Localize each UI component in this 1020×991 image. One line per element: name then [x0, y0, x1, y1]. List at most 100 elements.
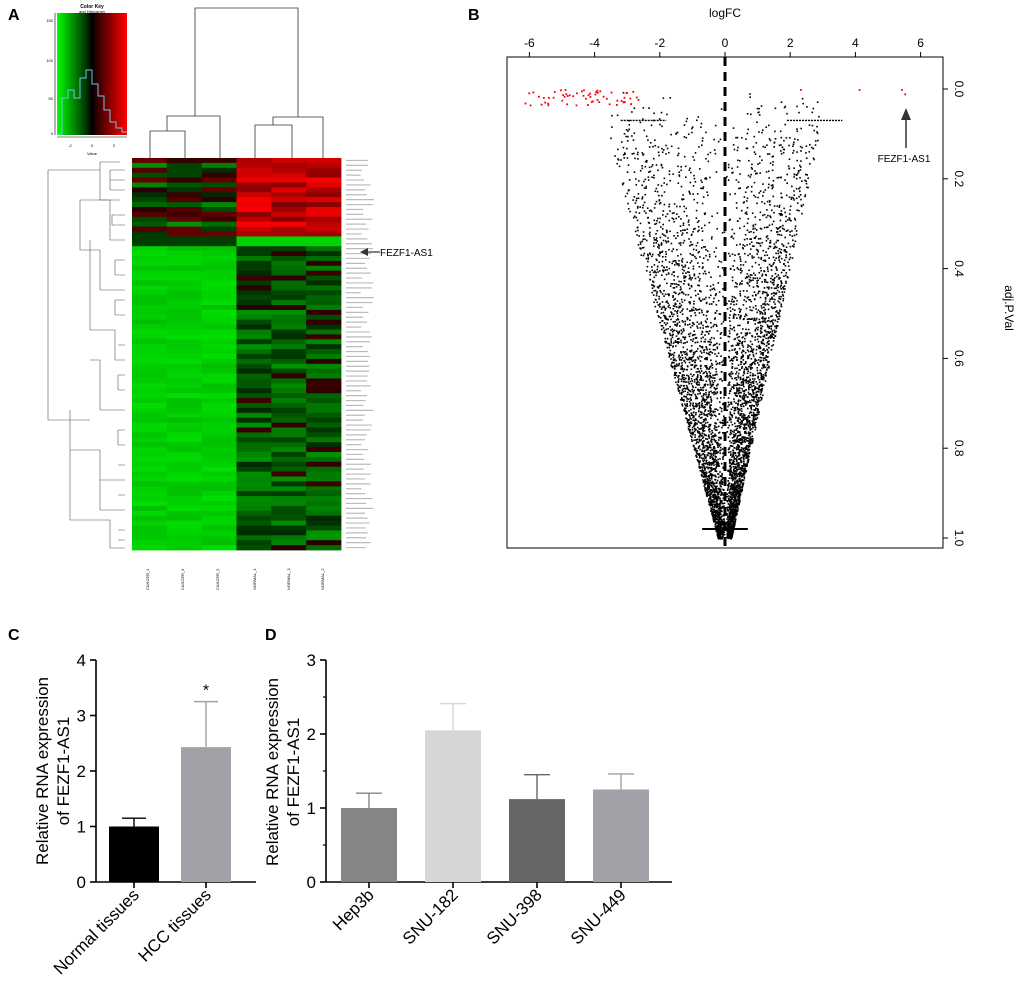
volcano-point: [768, 153, 771, 155]
volcano-point: [683, 269, 685, 272]
volcano-point: [696, 242, 699, 244]
volcano-point: [740, 405, 742, 408]
volcano-point: [647, 176, 650, 178]
volcano-point: [704, 472, 707, 475]
volcano-point: [705, 449, 708, 451]
volcano-point: [744, 400, 746, 402]
volcano-point: [735, 384, 738, 386]
volcano-point: [661, 233, 664, 235]
volcano-point: [762, 214, 764, 217]
volcano-point: [695, 403, 698, 406]
volcano-point: [799, 194, 802, 196]
heatmap-cell: [166, 476, 203, 482]
heatmap-cell: [166, 246, 203, 252]
volcano-point: [761, 313, 764, 315]
heatmap-cell: [271, 515, 307, 521]
volcano-point: [735, 506, 737, 509]
volcano-point: [767, 153, 769, 155]
volcano-point: [728, 447, 731, 449]
volcano-point: [682, 194, 684, 196]
volcano-point: [693, 380, 696, 383]
volcano-point: [715, 520, 717, 523]
volcano-point: [698, 405, 701, 407]
volcano-point: [707, 410, 710, 412]
heatmap-cell: [166, 452, 203, 458]
volcano-point: [735, 395, 738, 397]
volcano-point: [700, 300, 703, 302]
volcano-point: [684, 264, 687, 267]
volcano-point: [752, 426, 754, 429]
volcano-point: [772, 298, 774, 300]
volcano-point: [711, 288, 714, 290]
volcano-point: [730, 421, 732, 423]
volcano-point: [741, 483, 744, 486]
volcano-point: [709, 428, 711, 431]
volcano-point: [710, 390, 712, 393]
volcano-point: [656, 240, 659, 242]
volcano-point: [695, 382, 698, 384]
volcano-point: [730, 408, 733, 411]
volcano-point: [686, 232, 688, 234]
heatmap-cell: [271, 407, 307, 414]
volcano-point: [756, 393, 758, 396]
heatmap-cell: [236, 520, 272, 526]
volcano-point: [713, 504, 715, 506]
volcano-point: [745, 455, 748, 458]
volcano-point: [748, 388, 750, 391]
volcano-point: [698, 455, 701, 458]
volcano-point: [661, 151, 664, 153]
volcano-point: [746, 454, 748, 456]
volcano-point: [674, 305, 676, 308]
heatmap-cell: [306, 295, 342, 301]
volcano-point: [716, 228, 718, 230]
volcano-point: [738, 452, 740, 455]
volcano-point: [770, 216, 772, 219]
heatmap-cell: [132, 456, 168, 463]
heatmap-row-labels: [346, 159, 374, 549]
volcano-point: [757, 321, 760, 324]
volcano-point: [697, 293, 699, 295]
volcano-point: [692, 265, 695, 268]
volcano-point: [733, 148, 736, 151]
volcano-point: [733, 468, 735, 471]
volcano-x-tick-label: 4: [852, 36, 859, 50]
heatmap-cell: [201, 486, 237, 492]
volcano-point: [781, 293, 784, 296]
volcano-point: [627, 202, 629, 205]
heatmap-cell: [201, 432, 237, 438]
volcano-point: [709, 481, 711, 484]
heatmap-cell: [132, 358, 168, 365]
volcano-point: [741, 367, 743, 369]
volcano-point: [711, 512, 713, 515]
volcano-point: [734, 483, 736, 486]
volcano-point: [771, 296, 773, 299]
volcano-point: [698, 452, 701, 455]
volcano-point: [729, 359, 731, 362]
volcano-point: [715, 368, 717, 370]
volcano-point: [754, 274, 757, 276]
volcano-point: [701, 429, 704, 431]
volcano-point: [760, 311, 762, 313]
volcano-point: [713, 149, 716, 151]
volcano-point: [686, 421, 689, 424]
volcano-point: [702, 428, 704, 430]
volcano-point: [721, 523, 724, 526]
volcano-point: [799, 176, 801, 179]
volcano-point: [698, 445, 701, 447]
volcano-point: [671, 212, 674, 215]
volcano-point: [698, 456, 701, 459]
heatmap-column-labels: CANCER_1 CANCER_3 CANCER_2 NORMAL_1 NORM…: [145, 568, 325, 590]
volcano-point: [726, 493, 728, 495]
volcano-point: [699, 379, 701, 381]
volcano-point: [755, 294, 757, 296]
volcano-point: [733, 300, 735, 303]
volcano-point: [747, 356, 750, 358]
volcano-point: [691, 233, 693, 236]
volcano-point: [740, 413, 742, 415]
volcano-point: [649, 227, 651, 229]
volcano-point: [663, 203, 666, 206]
volcano-point: [677, 165, 679, 168]
volcano-point: [658, 245, 660, 247]
heatmap-cell: [271, 540, 307, 546]
volcano-point: [688, 382, 690, 385]
